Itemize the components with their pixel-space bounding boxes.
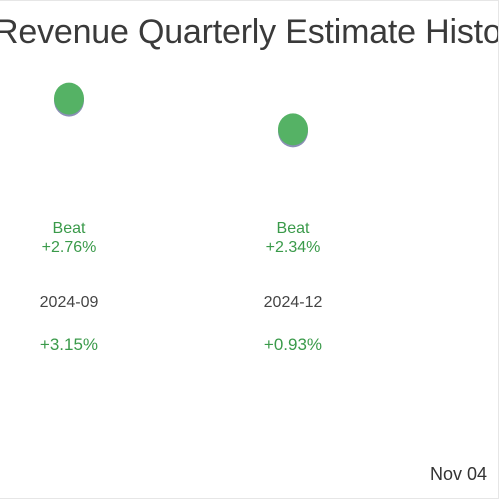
period-label: 2024-12 xyxy=(264,294,323,311)
estimate-dot xyxy=(278,113,308,146)
period-label: 2024-09 xyxy=(40,294,99,311)
surprise-percent-label: +2.76% xyxy=(42,239,97,256)
price-change-label: +3.15% xyxy=(40,335,98,354)
beat-miss-label: Beat xyxy=(53,220,86,237)
estimate-dot xyxy=(54,82,84,115)
date-stamp: Nov 04 xyxy=(430,464,488,484)
price-change-label: +0.93% xyxy=(264,335,322,354)
surprise-percent-label: +2.34% xyxy=(266,239,321,256)
chart-title: Revenue Quarterly Estimate History xyxy=(0,13,499,51)
beat-miss-label: Beat xyxy=(277,220,310,237)
